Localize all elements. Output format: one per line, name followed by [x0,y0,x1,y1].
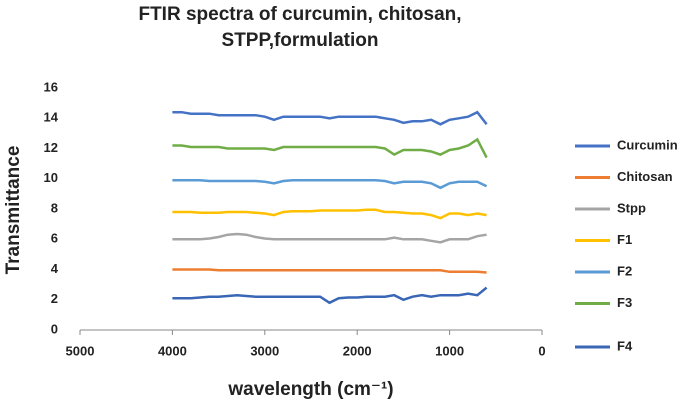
x-tick-label: 2000 [343,343,372,358]
x-tick-label: 5000 [66,343,95,358]
y-tick-label: 2 [51,291,58,306]
legend-label: Curcumin [617,137,678,152]
x-tick-label: 4000 [158,343,187,358]
chart-title: FTIR spectra of curcumin, chitosan, STPP… [138,4,462,51]
series-line [172,110,488,126]
y-tick-label: 10 [44,170,58,185]
series-line [172,208,487,220]
y-tick-label: 0 [51,321,58,336]
x-tick-label: 3000 [250,343,279,358]
legend-label: F2 [617,263,632,278]
y-tick-label: 16 [44,79,58,94]
y-axis-label: Transmittance [3,146,24,275]
x-axis-label: wavelength (cm⁻¹) [227,379,393,400]
legend-label: F1 [617,232,632,247]
series-line [172,137,488,159]
legend-label: F3 [617,295,632,310]
legend-label: Stpp [617,200,646,215]
series-line [172,232,487,244]
x-tick-label: 0 [538,343,545,358]
series-line [172,268,487,274]
y-tick-label: 8 [51,200,58,215]
legend-label: Chitosan [617,169,673,184]
series-line [172,179,488,190]
y-tick-label: 4 [51,261,59,276]
legend-label: F4 [617,338,633,353]
y-tick-label: 12 [44,140,58,155]
y-tick-label: 14 [44,110,59,125]
x-tick-label: 1000 [435,343,464,358]
y-tick-label: 6 [51,231,58,246]
series-line [172,286,488,305]
